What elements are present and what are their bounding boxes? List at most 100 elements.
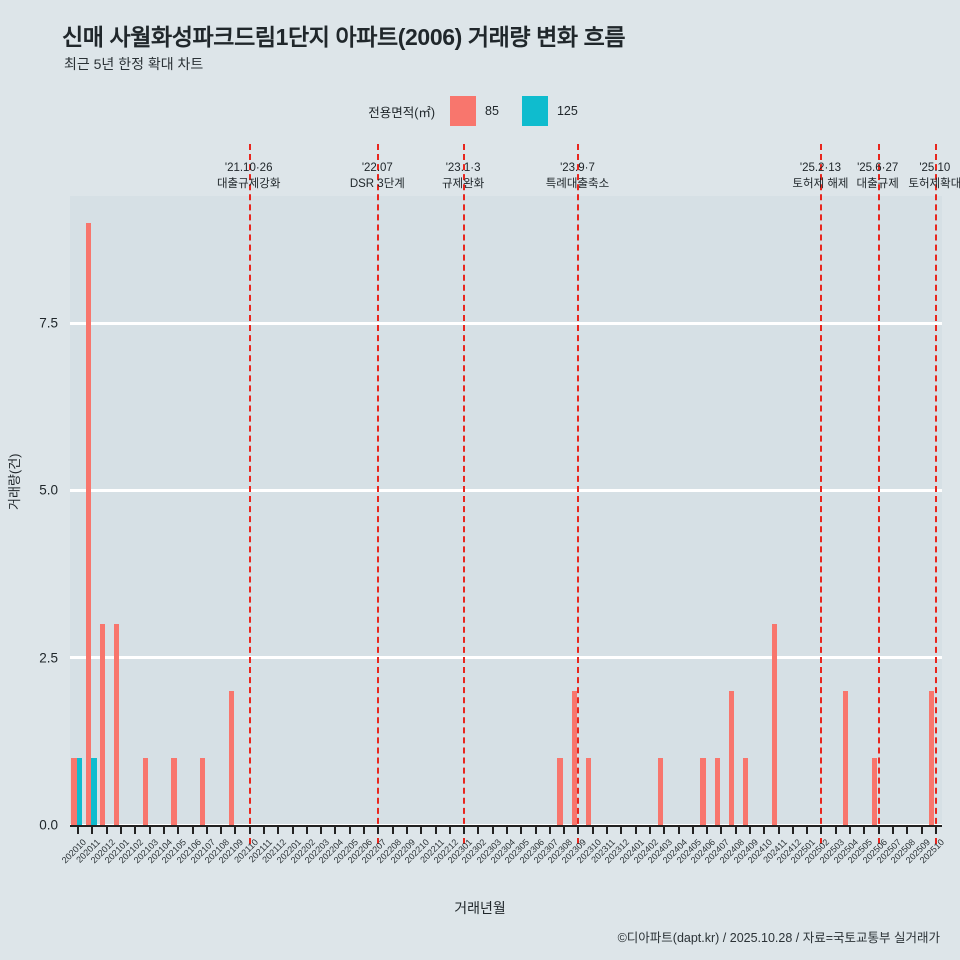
- bar: [586, 758, 592, 825]
- annotation-label: '23.1·3 규제완화: [398, 160, 528, 192]
- annotation-line: [463, 144, 466, 844]
- annotation-text: 토허제확대: [908, 178, 960, 190]
- bar: [771, 624, 777, 825]
- x-tick-mark: [548, 825, 551, 834]
- x-tick-mark: [563, 825, 566, 834]
- legend-swatch-125: [521, 96, 548, 126]
- x-tick-mark: [534, 825, 537, 834]
- bar: [929, 691, 935, 825]
- annotation-label: '25.2·13 토허제 해제: [755, 160, 885, 192]
- x-tick-mark: [506, 825, 508, 834]
- annotation-date: '25.10: [919, 162, 951, 174]
- annotation-label: '22.07 DSR 3단계: [312, 160, 442, 192]
- legend-swatch-85: [450, 96, 477, 126]
- x-tick-mark: [634, 825, 637, 834]
- x-tick-mark: [920, 825, 923, 834]
- x-tick-mark: [220, 825, 223, 834]
- gridline: [70, 321, 942, 325]
- x-tick-mark: [891, 825, 894, 834]
- y-tick-label: 0.0: [39, 817, 58, 833]
- bar: [114, 624, 120, 825]
- x-tick-mark: [677, 825, 680, 834]
- bar: [729, 691, 735, 825]
- x-tick-mark: [405, 825, 408, 834]
- x-tick-mark: [906, 825, 909, 834]
- y-tick-label: 7.5: [39, 315, 58, 331]
- x-tick-mark: [277, 825, 280, 834]
- x-axis-title: 거래년월: [454, 900, 506, 916]
- x-tick-mark: [291, 825, 294, 834]
- y-axis-ticks: 0.0 2.5 5.0 7.5: [0, 196, 66, 833]
- x-tick-mark: [191, 825, 194, 834]
- gridline: [70, 656, 942, 660]
- x-tick-mark: [763, 825, 766, 834]
- x-tick-mark: [777, 825, 780, 834]
- x-tick-mark: [863, 825, 866, 834]
- annotation-line: [820, 144, 823, 844]
- chart-footer: ©디아파트(dapt.kr) / 2025.10.28 / 자료=국토교통부 실…: [617, 931, 940, 945]
- bar: [100, 624, 106, 825]
- annotation-date: '21.10·26: [224, 162, 273, 174]
- legend-title: 전용면적(㎡): [368, 105, 436, 120]
- x-tick-mark: [248, 825, 251, 834]
- annotation-text: 대출규제강화: [216, 178, 281, 190]
- annotation-label: '25.6·27 대출규제: [813, 160, 943, 192]
- x-tick-mark: [834, 825, 837, 834]
- x-tick-mark: [434, 825, 437, 834]
- legend-label-85: 85: [485, 104, 499, 118]
- annotation-text: 대출규제: [856, 178, 899, 190]
- bar: [91, 758, 97, 825]
- x-tick-mark: [463, 825, 466, 834]
- x-tick-mark: [791, 825, 794, 834]
- x-tick-mark: [363, 825, 366, 834]
- x-tick-mark: [663, 825, 666, 834]
- bar: [77, 758, 83, 825]
- bar: [171, 758, 177, 825]
- x-tick-mark: [77, 825, 80, 834]
- bar: [85, 222, 91, 825]
- x-tick-mark: [420, 825, 423, 834]
- bar: [657, 758, 663, 825]
- x-tick-mark: [820, 825, 823, 834]
- x-tick-mark: [849, 825, 852, 834]
- x-tick-mark: [720, 825, 723, 834]
- annotation-text: DSR 3단계: [349, 178, 405, 190]
- y-tick-label: 2.5: [39, 650, 58, 666]
- x-tick-mark: [334, 825, 337, 834]
- x-tick-mark: [749, 825, 752, 834]
- x-tick-mark: [120, 825, 123, 834]
- annotation-date: '23.1·3: [445, 162, 481, 174]
- gridline: [70, 488, 942, 492]
- bar: [843, 691, 849, 825]
- x-tick-mark: [320, 825, 323, 834]
- x-tick-mark: [591, 825, 594, 834]
- bar: [71, 758, 77, 825]
- x-tick-mark: [520, 825, 523, 834]
- y-tick-label: 5.0: [39, 482, 58, 498]
- annotation-text: 토허제 해제: [792, 178, 849, 190]
- annotation-label: '23.9·7 특례대출축소: [512, 160, 642, 192]
- x-tick-mark: [148, 825, 151, 834]
- x-tick-mark: [205, 825, 208, 834]
- x-tick-mark: [491, 825, 494, 834]
- page-subtitle: 최근 5년 한정 확대 차트: [64, 56, 204, 72]
- x-tick-mark: [234, 825, 237, 834]
- x-tick-mark: [706, 825, 709, 834]
- x-tick-mark: [262, 825, 265, 834]
- legend-label-125: 125: [556, 104, 578, 118]
- bar: [557, 758, 563, 825]
- plot-area: [70, 144, 942, 844]
- x-tick-mark: [348, 825, 351, 834]
- x-tick-mark: [177, 825, 180, 834]
- bar: [700, 758, 706, 825]
- annotation-label: '25.10 토허제확대: [870, 160, 960, 192]
- x-tick-mark: [806, 825, 809, 834]
- bar: [571, 691, 577, 825]
- x-axis-line: 202010 202011 202012 202101 202102 202103 2021…: [60, 825, 946, 865]
- bar: [743, 758, 749, 825]
- annotation-line: [934, 144, 937, 844]
- x-tick-mark: [377, 825, 380, 834]
- x-tick-mark: [648, 825, 651, 834]
- bar: [871, 758, 878, 825]
- page-title: 신매 사월화성파크드림1단지 아파트(2006) 거래량 변화 흐름: [62, 24, 626, 50]
